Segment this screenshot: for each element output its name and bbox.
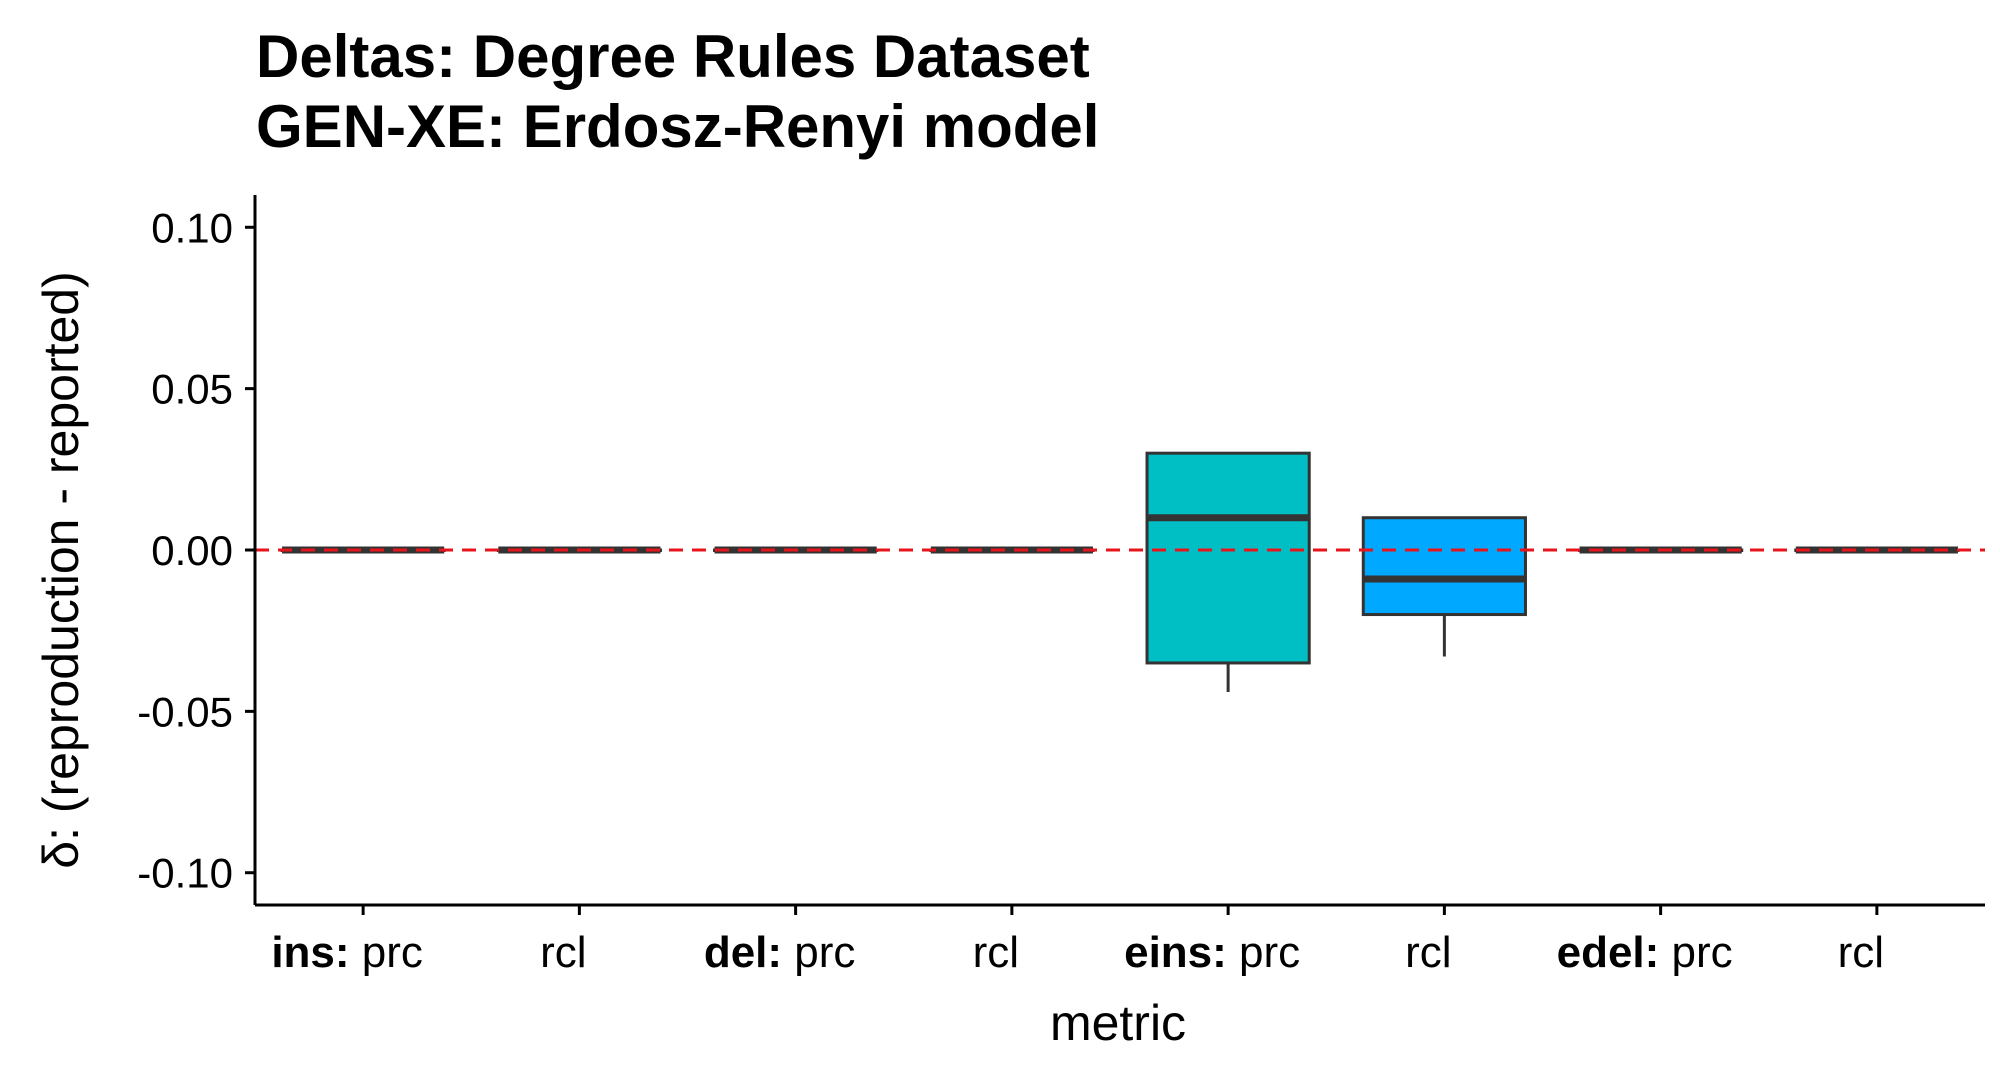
x-tick-label-metric: prc	[1672, 928, 1733, 977]
x-tick-label: rcl	[1405, 928, 1451, 977]
y-tick-label: 0.00	[151, 527, 233, 574]
x-tick-label-metric: rcl	[540, 928, 586, 977]
chart-title-line-2: GEN-XE: Erdosz-Renyi model	[256, 93, 1100, 160]
x-tick-label: ins: prc	[271, 928, 423, 977]
x-tick-label-group: ins:	[271, 928, 361, 977]
box-body	[1361, 516, 1527, 617]
x-tick-label: rcl	[1838, 928, 1884, 977]
x-tick-label-group: eins:	[1124, 928, 1239, 977]
x-tick-label-metric: prc	[1239, 928, 1300, 977]
box-eins-prc-4	[1145, 451, 1311, 692]
x-tick-label-group: edel:	[1557, 928, 1672, 977]
y-axis-ticks: 0.10 0.05 0.00 -0.05 -0.10	[137, 204, 255, 897]
chart-title: Deltas: Degree Rules Dataset GEN-XE: Erd…	[256, 22, 1099, 162]
x-axis-ticks: ins: prc rcl del: prc rcl eins: prc rcl edel: …	[271, 905, 1884, 977]
x-tick-label-metric: rcl	[1405, 928, 1451, 977]
y-axis-label: δ: (reproduction - reported)	[33, 271, 89, 869]
box-series	[280, 451, 1960, 692]
chart-title-line-1: Deltas: Degree Rules Dataset	[256, 23, 1090, 90]
y-tick-label: -0.05	[137, 688, 233, 735]
x-tick-label: eins: prc	[1124, 928, 1300, 977]
x-tick-label-group: del:	[704, 928, 794, 977]
x-tick-label: rcl	[540, 928, 586, 977]
x-tick-label: edel: prc	[1557, 928, 1733, 977]
x-tick-label: rcl	[973, 928, 1019, 977]
box-body	[1145, 451, 1311, 665]
x-tick-label-metric: prc	[362, 928, 423, 977]
box-rcl-rcl-5	[1361, 516, 1527, 657]
y-tick-label: 0.05	[151, 366, 233, 413]
x-axis-label: metric	[1050, 995, 1186, 1051]
x-tick-label-metric: prc	[794, 928, 855, 977]
x-tick-label: del: prc	[704, 928, 856, 977]
x-tick-label-metric: rcl	[1838, 928, 1884, 977]
y-tick-label: 0.10	[151, 204, 233, 251]
y-tick-label: -0.10	[137, 850, 233, 897]
x-tick-label-metric: rcl	[973, 928, 1019, 977]
